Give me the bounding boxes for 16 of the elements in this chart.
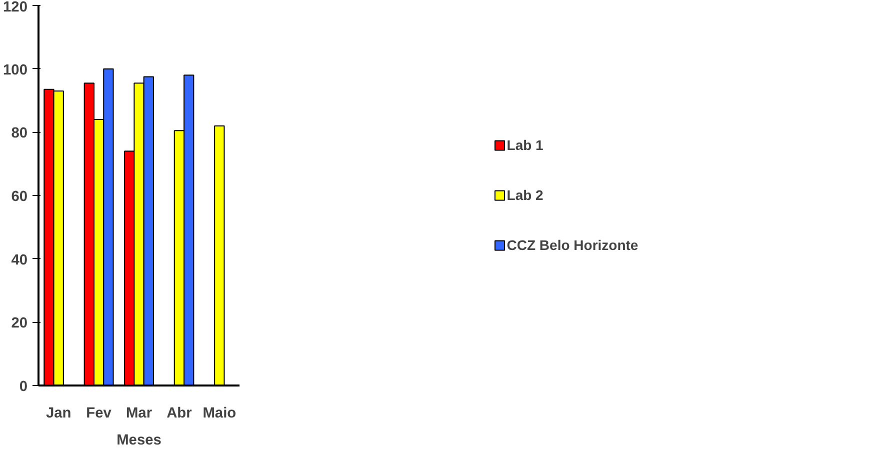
x-tick-label: Mar: [126, 406, 152, 422]
y-tick-label: 80: [11, 126, 28, 142]
y-tick-label: 120: [3, 0, 28, 16]
y-tick-label: 0: [19, 379, 28, 395]
y-tick-label: 100: [3, 62, 28, 78]
x-tick-label: Abr: [166, 406, 192, 422]
x-tick-label: Jan: [46, 406, 72, 422]
y-tick-label: 20: [11, 316, 28, 332]
x-tick-label: Fev: [86, 406, 112, 422]
x-axis-title: Meses: [116, 432, 162, 448]
y-tick-label: 60: [11, 189, 28, 205]
x-tick-label: Maio: [202, 406, 236, 422]
legend-label: Lab 2: [506, 187, 544, 203]
y-tick-label: 40: [11, 252, 28, 268]
legend-label: CCZ Belo Horizonte: [506, 237, 638, 253]
legend-label: Lab 1: [506, 137, 544, 153]
